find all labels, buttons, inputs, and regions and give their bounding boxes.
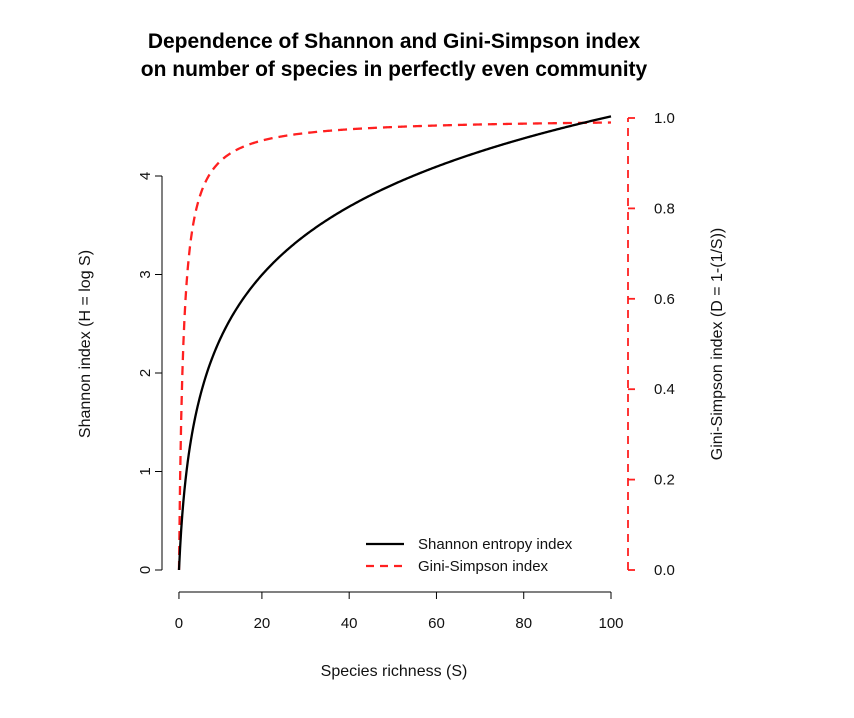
x-tick-label: 100 bbox=[598, 615, 623, 632]
y-right-tick-label: 0.4 bbox=[654, 381, 675, 398]
x-tick-label: 80 bbox=[515, 615, 532, 632]
y-axis-left-label: Shannon index (H = log S) bbox=[77, 250, 94, 438]
y-left-tick-label: 1 bbox=[137, 467, 154, 475]
series-layer bbox=[177, 115, 612, 571]
x-tick-label: 40 bbox=[341, 615, 358, 632]
y-right-tick-label: 0.6 bbox=[654, 291, 675, 308]
x-tick-label: 0 bbox=[175, 615, 183, 632]
y-axis-right-label: Gini-Simpson index (D = 1-(1/S)) bbox=[709, 228, 726, 461]
y-left-tick-label: 2 bbox=[137, 369, 154, 377]
legend-label-shannon: Shannon entropy index bbox=[418, 536, 573, 553]
chart-title: Dependence of Shannon and Gini-Simpson i… bbox=[148, 30, 641, 53]
y-right-tick-label: 0.2 bbox=[654, 472, 675, 489]
x-tick-label: 60 bbox=[428, 615, 445, 632]
y-left-tick-label: 3 bbox=[137, 270, 154, 278]
y-right-tick-label: 1.0 bbox=[654, 110, 675, 127]
x-tick-label: 20 bbox=[254, 615, 271, 632]
y-right-tick-label: 0.0 bbox=[654, 562, 675, 579]
series-shannon-line bbox=[177, 115, 612, 571]
legend-label-gini: Gini-Simpson index bbox=[418, 558, 549, 575]
y-left-tick-label: 0 bbox=[137, 566, 154, 574]
chart-subtitle: on number of species in perfectly even c… bbox=[141, 58, 648, 81]
x-axis-label: Species richness (S) bbox=[321, 663, 468, 680]
legend: Shannon entropy index Gini-Simpson index bbox=[366, 536, 573, 575]
series-gini-simpson-line bbox=[177, 121, 612, 571]
y-right-tick-label: 0.8 bbox=[654, 200, 675, 217]
y-left-tick-label: 4 bbox=[137, 172, 154, 180]
